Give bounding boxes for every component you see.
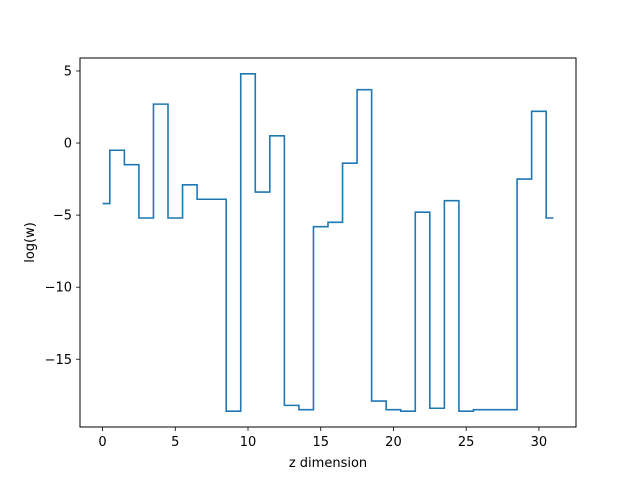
y-axis: 5 0 −5 −10 −15	[45, 64, 80, 368]
x-tick-label: 30	[531, 435, 548, 450]
y-tick-label: −15	[45, 353, 72, 368]
x-tick-label: 10	[240, 435, 257, 450]
plot-area	[102, 73, 554, 412]
x-tick-label: 25	[458, 435, 475, 450]
x-tick-label: 15	[312, 435, 329, 450]
x-axis: 0 5 10 15 20 25 30	[98, 427, 547, 450]
y-tick-label: 0	[64, 137, 72, 152]
y-tick-label: −5	[53, 209, 72, 224]
y-tick-label: −10	[45, 281, 72, 296]
x-axis-label: z dimension	[289, 456, 367, 471]
x-tick-label: 0	[98, 435, 106, 450]
y-axis-label: log(w)	[23, 222, 38, 263]
x-tick-label: 20	[385, 435, 402, 450]
y-tick-label: 5	[64, 64, 72, 79]
series-line-0	[102, 73, 554, 412]
x-tick-label: 5	[171, 435, 179, 450]
axes-frame	[79, 57, 577, 428]
